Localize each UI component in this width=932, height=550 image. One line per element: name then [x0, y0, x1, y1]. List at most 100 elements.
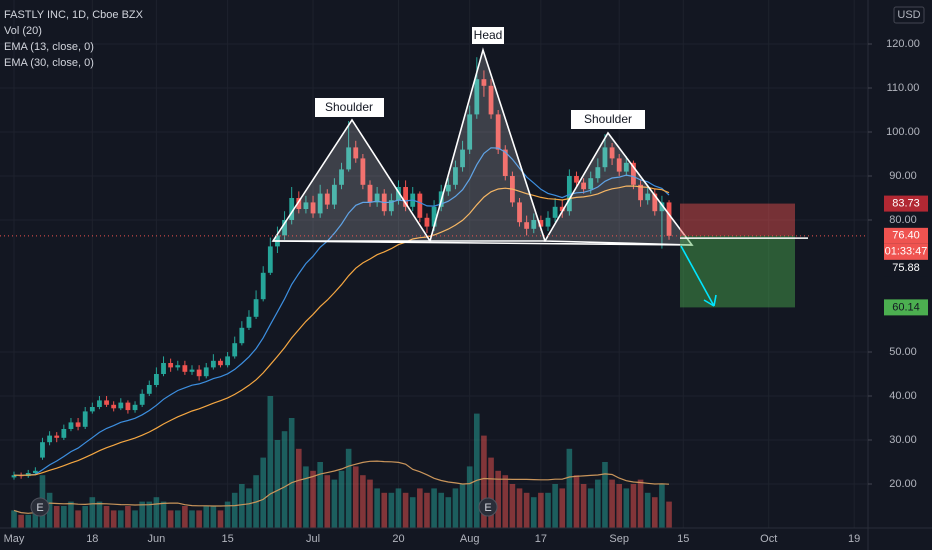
volume-bar	[217, 510, 224, 528]
volume-bar	[602, 462, 608, 528]
candle-body	[161, 363, 166, 374]
volume-bar	[139, 501, 145, 528]
target-label-box	[884, 299, 928, 316]
candle-body	[431, 206, 437, 227]
drawings: Shoulder Head Shoulder	[271, 27, 694, 246]
candle-body	[566, 176, 572, 212]
volume-bar	[431, 488, 437, 528]
volume-bar	[267, 396, 274, 528]
volume-bar	[75, 510, 81, 528]
y-tick-label: 40.00	[889, 390, 917, 402]
x-tick-label: 18	[86, 533, 98, 545]
candle-body	[68, 422, 74, 429]
indicator-label: EMA (13, close, 0)	[4, 41, 94, 53]
candle-body	[182, 365, 188, 372]
volume-bar	[146, 501, 153, 528]
candle-body	[616, 158, 622, 172]
currency-box	[893, 6, 925, 24]
volume-bar	[417, 488, 423, 528]
countdown-label-box	[884, 243, 928, 260]
volume-bar	[338, 470, 345, 528]
candle-body	[218, 360, 223, 366]
candle-body	[445, 184, 451, 192]
candle-body	[638, 184, 643, 201]
volume-bar	[523, 492, 530, 528]
volume-bar	[452, 488, 459, 528]
candle-body	[303, 202, 309, 209]
volume-bar	[502, 475, 509, 528]
candle-body	[82, 411, 88, 427]
volume-bar	[367, 479, 373, 528]
candle-body	[11, 475, 17, 478]
grid	[0, 0, 868, 528]
volume-bar	[331, 479, 338, 528]
volume-bar	[495, 470, 501, 528]
volume-bar	[260, 457, 266, 528]
candle-body	[146, 385, 152, 394]
candle-body	[111, 404, 117, 409]
candle-body	[203, 367, 209, 377]
candle-body	[502, 149, 508, 176]
candle-body	[54, 435, 60, 438]
candle-body	[47, 435, 52, 443]
candle-body	[260, 272, 266, 300]
volume-bar	[110, 510, 117, 528]
x-tick-label: 15	[221, 533, 233, 545]
volume-bar	[516, 488, 523, 528]
volume-bar	[11, 510, 17, 528]
volume-bar	[288, 418, 295, 528]
volume-bar	[189, 510, 195, 528]
volume-bar	[210, 506, 217, 528]
volume-bar	[61, 506, 67, 528]
volume-bar	[637, 479, 644, 528]
candle-body	[296, 198, 302, 209]
candle-body	[253, 299, 259, 317]
x-tick-label: Oct	[760, 533, 777, 545]
volume-bar	[652, 497, 658, 528]
volume-bar	[345, 448, 352, 528]
volume-bar	[132, 510, 138, 528]
volume-bar	[196, 510, 202, 528]
candle-body	[588, 178, 594, 190]
candle-body	[602, 147, 608, 168]
x-tick-label: Aug	[460, 533, 480, 545]
indicator-label: EMA (30, close, 0)	[4, 57, 94, 69]
candle-body	[645, 193, 651, 201]
target-label: 60.14	[892, 301, 920, 313]
volume-bar	[623, 488, 630, 528]
volume-bar	[160, 501, 167, 528]
candle-body	[581, 182, 586, 190]
candle-body	[324, 193, 330, 205]
volume-bar	[374, 488, 380, 528]
candle-body	[488, 85, 494, 115]
candle-body	[104, 400, 109, 405]
y-tick-label: 120.00	[886, 38, 920, 50]
candle-body	[481, 79, 487, 86]
candle-body	[125, 402, 131, 411]
volume-bar	[595, 479, 601, 528]
volume-bar	[424, 492, 430, 528]
x-tick-label: 20	[392, 533, 404, 545]
candle-body	[474, 79, 480, 115]
countdown-label: 01:33:47	[885, 246, 928, 258]
volume-bar	[239, 484, 245, 528]
volume-bar	[18, 514, 24, 528]
x-tick-label: May	[4, 533, 25, 545]
volume-bar	[274, 440, 281, 528]
neckline-label-box	[884, 260, 928, 277]
volume-bar	[609, 479, 615, 528]
earnings-label: E	[36, 502, 43, 514]
volume-bar	[32, 510, 39, 528]
stop-label: 83.73	[892, 197, 920, 209]
y-tick-label: 50.00	[889, 346, 917, 358]
candle-body	[139, 393, 145, 405]
candle-body	[225, 356, 230, 366]
candle-body	[517, 202, 522, 223]
volume-bar	[89, 497, 96, 528]
currency: USD	[897, 9, 920, 21]
projection-arrow	[680, 245, 715, 307]
volume-bar	[203, 506, 210, 528]
candle-body	[353, 147, 359, 159]
y-tick-label: 90.00	[889, 170, 917, 182]
